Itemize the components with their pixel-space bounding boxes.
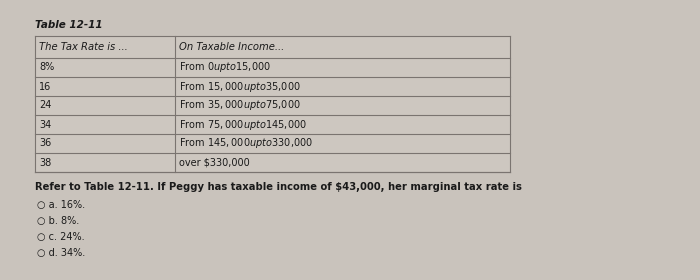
Text: From $145,000 up to $330,000: From $145,000 up to $330,000 bbox=[179, 137, 313, 151]
Text: 16: 16 bbox=[39, 81, 51, 92]
Text: ○ d. 34%.: ○ d. 34%. bbox=[37, 248, 85, 258]
Text: 36: 36 bbox=[39, 139, 51, 148]
Text: Table 12-11: Table 12-11 bbox=[35, 20, 103, 30]
Bar bbox=[35, 36, 510, 172]
Text: From $15,000 up to $35,000: From $15,000 up to $35,000 bbox=[179, 80, 301, 94]
Text: ○ a. 16%.: ○ a. 16%. bbox=[37, 200, 85, 210]
Text: 24: 24 bbox=[39, 101, 51, 111]
Text: On Taxable Income...: On Taxable Income... bbox=[179, 42, 284, 52]
Text: From $35,000 up to $75,000: From $35,000 up to $75,000 bbox=[179, 99, 301, 113]
Text: 34: 34 bbox=[39, 120, 51, 129]
Text: over $330,000: over $330,000 bbox=[179, 157, 250, 167]
Text: 38: 38 bbox=[39, 157, 51, 167]
Text: The Tax Rate is ...: The Tax Rate is ... bbox=[39, 42, 127, 52]
Text: From $75,000 up to $145,000: From $75,000 up to $145,000 bbox=[179, 118, 307, 132]
Text: From $0 up to $15,000: From $0 up to $15,000 bbox=[179, 60, 271, 74]
Text: ○ b. 8%.: ○ b. 8%. bbox=[37, 216, 79, 226]
Text: Refer to Table 12-11. If Peggy has taxable income of $43,000, her marginal tax r: Refer to Table 12-11. If Peggy has taxab… bbox=[35, 182, 522, 192]
Text: ○ c. 24%.: ○ c. 24%. bbox=[37, 232, 85, 242]
Text: 8%: 8% bbox=[39, 62, 55, 73]
